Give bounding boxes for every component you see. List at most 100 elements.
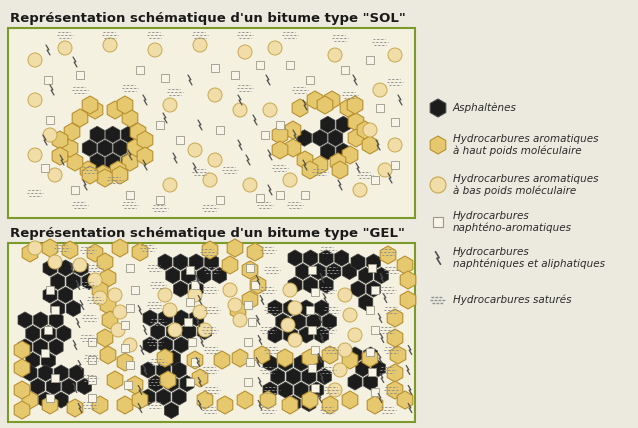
Circle shape	[193, 305, 207, 319]
Polygon shape	[41, 352, 56, 369]
Polygon shape	[319, 250, 333, 266]
Bar	[366, 348, 374, 356]
Bar	[44, 76, 52, 84]
Polygon shape	[127, 376, 143, 394]
Bar	[433, 217, 443, 227]
Bar	[306, 76, 314, 84]
Polygon shape	[292, 99, 308, 117]
Polygon shape	[351, 254, 365, 270]
Bar	[368, 264, 376, 272]
Circle shape	[343, 308, 357, 322]
Circle shape	[111, 323, 125, 337]
Polygon shape	[362, 136, 378, 154]
Polygon shape	[14, 341, 30, 359]
Polygon shape	[167, 351, 181, 367]
Circle shape	[168, 323, 182, 337]
Text: Asphaltènes: Asphaltènes	[453, 103, 517, 113]
Polygon shape	[313, 157, 327, 173]
Polygon shape	[114, 167, 128, 183]
Polygon shape	[31, 378, 45, 395]
Bar	[231, 71, 239, 79]
Polygon shape	[380, 246, 396, 264]
Bar	[176, 136, 184, 144]
Polygon shape	[390, 346, 406, 364]
Polygon shape	[67, 399, 83, 417]
Polygon shape	[205, 254, 219, 270]
Polygon shape	[182, 324, 196, 339]
Circle shape	[148, 43, 162, 57]
Polygon shape	[82, 96, 98, 114]
Polygon shape	[22, 391, 38, 409]
Text: Représentation schématique d'un bitume type "SOL": Représentation schématique d'un bitume t…	[10, 12, 406, 25]
Polygon shape	[159, 337, 173, 353]
Polygon shape	[400, 291, 416, 309]
Polygon shape	[174, 254, 188, 270]
Polygon shape	[93, 396, 108, 414]
Circle shape	[233, 313, 247, 327]
Circle shape	[238, 45, 252, 59]
Polygon shape	[14, 381, 30, 399]
Bar	[276, 121, 284, 129]
Polygon shape	[342, 351, 358, 369]
Bar	[126, 191, 134, 199]
Polygon shape	[90, 126, 105, 143]
Polygon shape	[212, 268, 226, 284]
Bar	[256, 61, 264, 69]
Polygon shape	[198, 324, 212, 339]
Polygon shape	[335, 250, 349, 266]
Circle shape	[328, 383, 342, 397]
Polygon shape	[112, 239, 128, 257]
Polygon shape	[285, 139, 300, 157]
Polygon shape	[121, 126, 135, 143]
Circle shape	[333, 363, 347, 377]
Polygon shape	[64, 123, 80, 141]
Polygon shape	[189, 281, 203, 297]
Polygon shape	[327, 263, 341, 279]
Bar	[371, 286, 379, 294]
Polygon shape	[34, 339, 48, 355]
Polygon shape	[315, 327, 329, 343]
Polygon shape	[351, 281, 365, 297]
Polygon shape	[102, 311, 118, 329]
Polygon shape	[117, 353, 133, 371]
Bar	[186, 378, 194, 386]
Polygon shape	[242, 291, 258, 309]
Bar	[8, 243, 415, 422]
Polygon shape	[38, 392, 52, 408]
Polygon shape	[132, 391, 148, 409]
Bar	[251, 281, 259, 289]
Polygon shape	[297, 151, 313, 169]
Polygon shape	[166, 268, 180, 284]
Bar	[308, 266, 316, 274]
Circle shape	[28, 93, 42, 107]
Text: Hydrocarbures aromatiques
à haut poids moléculaire: Hydrocarbures aromatiques à haut poids m…	[453, 134, 598, 156]
Polygon shape	[23, 365, 37, 381]
Polygon shape	[272, 126, 288, 144]
Polygon shape	[160, 371, 176, 389]
Polygon shape	[322, 396, 338, 414]
Circle shape	[363, 123, 377, 137]
Polygon shape	[34, 312, 48, 328]
Bar	[186, 266, 194, 274]
Bar	[216, 196, 224, 204]
Polygon shape	[107, 371, 122, 389]
Polygon shape	[49, 312, 63, 328]
Polygon shape	[197, 268, 211, 284]
Polygon shape	[367, 396, 383, 414]
Polygon shape	[254, 346, 270, 364]
Polygon shape	[137, 131, 152, 149]
Polygon shape	[322, 313, 336, 330]
Polygon shape	[82, 140, 96, 156]
Bar	[248, 318, 256, 326]
Polygon shape	[97, 169, 113, 187]
Polygon shape	[110, 161, 126, 179]
Bar	[276, 191, 284, 199]
Polygon shape	[192, 369, 208, 387]
Polygon shape	[356, 360, 370, 377]
Polygon shape	[63, 241, 78, 259]
Circle shape	[288, 333, 302, 347]
Circle shape	[338, 343, 352, 357]
Bar	[76, 71, 84, 79]
Polygon shape	[159, 310, 173, 326]
Circle shape	[388, 138, 402, 152]
